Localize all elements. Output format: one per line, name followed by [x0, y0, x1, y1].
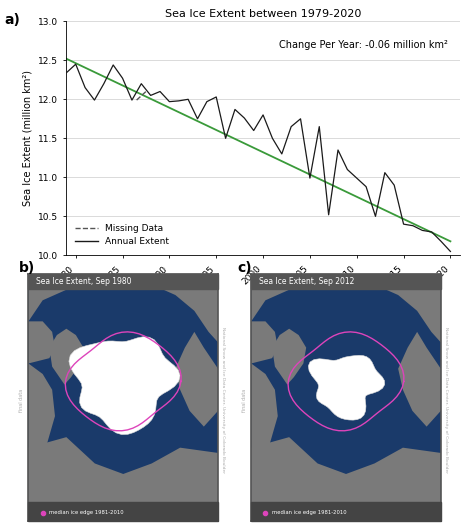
- Bar: [28, 502, 218, 521]
- Text: Sea Ice Extent, Sep 2012: Sea Ice Extent, Sep 2012: [259, 277, 354, 286]
- Polygon shape: [398, 332, 441, 427]
- X-axis label: Year: Year: [251, 292, 275, 302]
- Bar: [251, 274, 441, 289]
- Polygon shape: [28, 437, 218, 521]
- Polygon shape: [251, 437, 441, 521]
- Text: Change Per Year: -0.06 million km²: Change Per Year: -0.06 million km²: [279, 40, 448, 50]
- Polygon shape: [272, 329, 306, 385]
- Text: a): a): [5, 13, 20, 27]
- Text: Sea Ice Extent, Sep 1980: Sea Ice Extent, Sep 1980: [36, 277, 131, 286]
- Polygon shape: [28, 363, 55, 469]
- Text: median ice edge 1981-2010: median ice edge 1981-2010: [272, 510, 346, 516]
- Text: National Snow and Ice Data Center, University of Colorado Boulder: National Snow and Ice Data Center, Unive…: [221, 327, 225, 473]
- Text: c): c): [237, 261, 252, 275]
- Polygon shape: [251, 274, 441, 343]
- Polygon shape: [175, 332, 218, 427]
- Polygon shape: [28, 274, 218, 343]
- Polygon shape: [308, 355, 385, 420]
- Text: final data: final data: [19, 389, 24, 412]
- Text: final data: final data: [242, 389, 247, 412]
- Bar: [251, 502, 441, 521]
- Bar: [28, 274, 218, 289]
- Text: median ice edge 1981-2010: median ice edge 1981-2010: [49, 510, 124, 516]
- Title: Sea Ice Extent between 1979-2020: Sea Ice Extent between 1979-2020: [165, 9, 361, 19]
- Text: National Snow and Ice Data Center, University of Colorado Boulder: National Snow and Ice Data Center, Unive…: [444, 327, 447, 473]
- Polygon shape: [28, 458, 43, 521]
- Polygon shape: [28, 321, 55, 363]
- Text: b): b): [19, 261, 35, 275]
- Polygon shape: [69, 337, 180, 435]
- Legend: Missing Data, Annual Extent: Missing Data, Annual Extent: [71, 219, 173, 251]
- Polygon shape: [251, 321, 278, 363]
- Polygon shape: [251, 363, 278, 469]
- Polygon shape: [49, 329, 83, 385]
- Y-axis label: Sea Ice Extent (million km²): Sea Ice Extent (million km²): [22, 70, 32, 206]
- Polygon shape: [251, 458, 265, 521]
